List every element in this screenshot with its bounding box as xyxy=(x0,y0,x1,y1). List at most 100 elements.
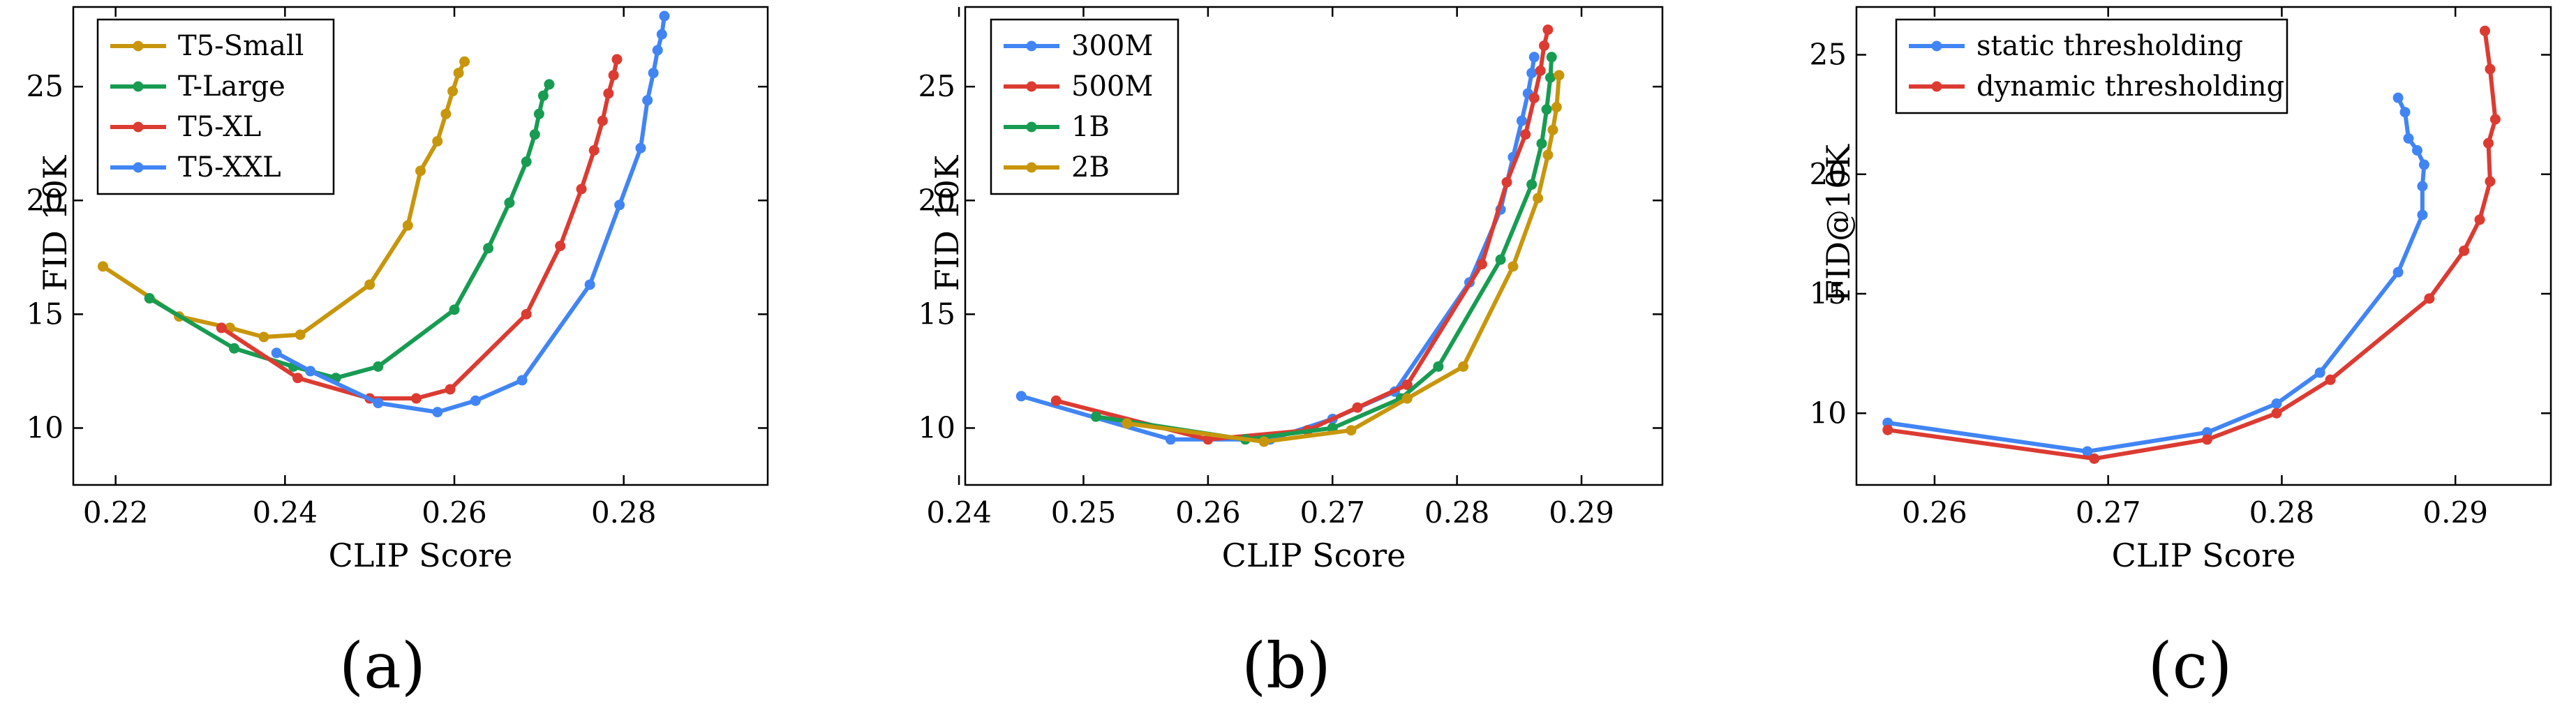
data-point xyxy=(1542,149,1554,160)
legend-marker xyxy=(133,162,144,173)
legend: 300M 500M 1B 2B xyxy=(990,18,1179,195)
data-point xyxy=(1516,115,1527,126)
x-tick-label: 0.22 xyxy=(83,495,149,530)
x-tick-label: 0.27 xyxy=(1300,495,1366,530)
legend: static thresholding dynamic thresholding xyxy=(1895,18,2288,114)
x-tick-label: 0.26 xyxy=(1902,495,1967,530)
legend-marker xyxy=(1931,40,1942,52)
x-axis-label: CLIP Score xyxy=(1222,537,1406,574)
data-point xyxy=(2392,92,2404,103)
data-point xyxy=(2417,209,2428,220)
data-point xyxy=(1533,193,1544,204)
data-point xyxy=(1554,70,1565,81)
data-point xyxy=(1542,24,1554,36)
x-tick-label: 0.25 xyxy=(1051,495,1117,530)
data-point xyxy=(1015,391,1027,402)
data-point xyxy=(2489,114,2501,125)
y-tick-label: 15 xyxy=(918,297,955,331)
data-point xyxy=(635,142,646,154)
data-point xyxy=(1258,436,1270,447)
data-point xyxy=(144,293,155,304)
data-point xyxy=(447,86,459,97)
legend-box xyxy=(990,18,1179,195)
data-point xyxy=(364,279,375,290)
data-point xyxy=(1458,361,1469,372)
data-point xyxy=(1539,40,1550,51)
data-point xyxy=(1528,92,1540,103)
legend-label: T5-Small xyxy=(178,30,304,62)
data-point xyxy=(216,322,227,334)
y-axis-label: FID 10K xyxy=(928,154,966,291)
data-point xyxy=(453,68,464,79)
data-point xyxy=(483,243,494,254)
plot-frame xyxy=(72,6,769,486)
data-point xyxy=(588,145,600,156)
y-tick-label: 10 xyxy=(918,410,955,444)
data-point xyxy=(1882,424,1893,435)
x-axis-label: CLIP Score xyxy=(2112,537,2296,574)
data-point xyxy=(373,398,384,409)
data-point xyxy=(614,200,625,211)
data-point xyxy=(2411,145,2422,156)
series-3 xyxy=(1090,52,1557,445)
data-point xyxy=(1501,177,1512,188)
data-point xyxy=(1401,393,1413,404)
x-tick-label: 0.28 xyxy=(1424,495,1490,530)
legend-marker xyxy=(1931,81,1942,92)
y-tick-label: 20 xyxy=(918,183,955,217)
data-point xyxy=(1526,179,1538,190)
legend-label: 500M xyxy=(1071,70,1153,103)
x-tick-label: 0.24 xyxy=(253,495,318,530)
x-tick-label: 0.28 xyxy=(2249,495,2315,530)
legend-marker xyxy=(1026,81,1037,92)
data-point xyxy=(1401,379,1413,390)
data-point xyxy=(258,331,269,343)
data-point xyxy=(432,407,443,418)
legend-label: 1B xyxy=(1071,111,1110,143)
legend-label: 2B xyxy=(1071,151,1110,184)
data-point xyxy=(576,184,587,195)
data-point xyxy=(1526,68,1538,79)
series-4 xyxy=(271,10,670,418)
data-point xyxy=(533,108,544,119)
data-point xyxy=(2271,398,2282,410)
panel-caption: (c) xyxy=(2148,629,2233,703)
data-point xyxy=(1122,418,1133,429)
data-point xyxy=(1433,361,1444,372)
data-point xyxy=(305,366,316,377)
y-tick-label: 15 xyxy=(27,297,64,331)
legend-label: T-Large xyxy=(178,70,285,103)
legend-label: dynamic thresholding xyxy=(1976,70,2284,103)
data-point xyxy=(402,220,413,231)
data-point xyxy=(271,347,282,359)
data-point xyxy=(2392,267,2404,278)
data-point xyxy=(2418,159,2429,170)
data-point xyxy=(2485,176,2496,187)
data-point xyxy=(1203,434,1214,445)
data-point xyxy=(1507,261,1519,272)
data-point xyxy=(470,395,481,406)
legend-marker xyxy=(133,81,144,92)
x-tick-label: 0.28 xyxy=(591,495,657,530)
data-point xyxy=(1882,417,1893,428)
data-point xyxy=(1090,411,1101,422)
series-2 xyxy=(1882,25,2501,464)
y-tick-label: 20 xyxy=(27,183,64,217)
data-point xyxy=(2485,63,2496,75)
data-point xyxy=(537,90,549,101)
legend-marker xyxy=(133,121,144,133)
y-tick-label: 15 xyxy=(1810,276,1847,310)
plot-frame xyxy=(1855,6,2552,486)
data-point xyxy=(529,129,540,140)
data-point xyxy=(2314,367,2325,378)
data-point xyxy=(2201,434,2212,445)
data-point xyxy=(1520,129,1531,140)
series-line xyxy=(1887,96,2427,454)
data-point xyxy=(555,241,566,251)
series-line xyxy=(1126,75,1561,444)
data-point xyxy=(1544,72,1556,83)
data-point xyxy=(1541,104,1552,115)
data-point xyxy=(415,165,426,177)
data-point xyxy=(2325,374,2336,385)
x-tick-label: 0.27 xyxy=(2076,495,2141,530)
